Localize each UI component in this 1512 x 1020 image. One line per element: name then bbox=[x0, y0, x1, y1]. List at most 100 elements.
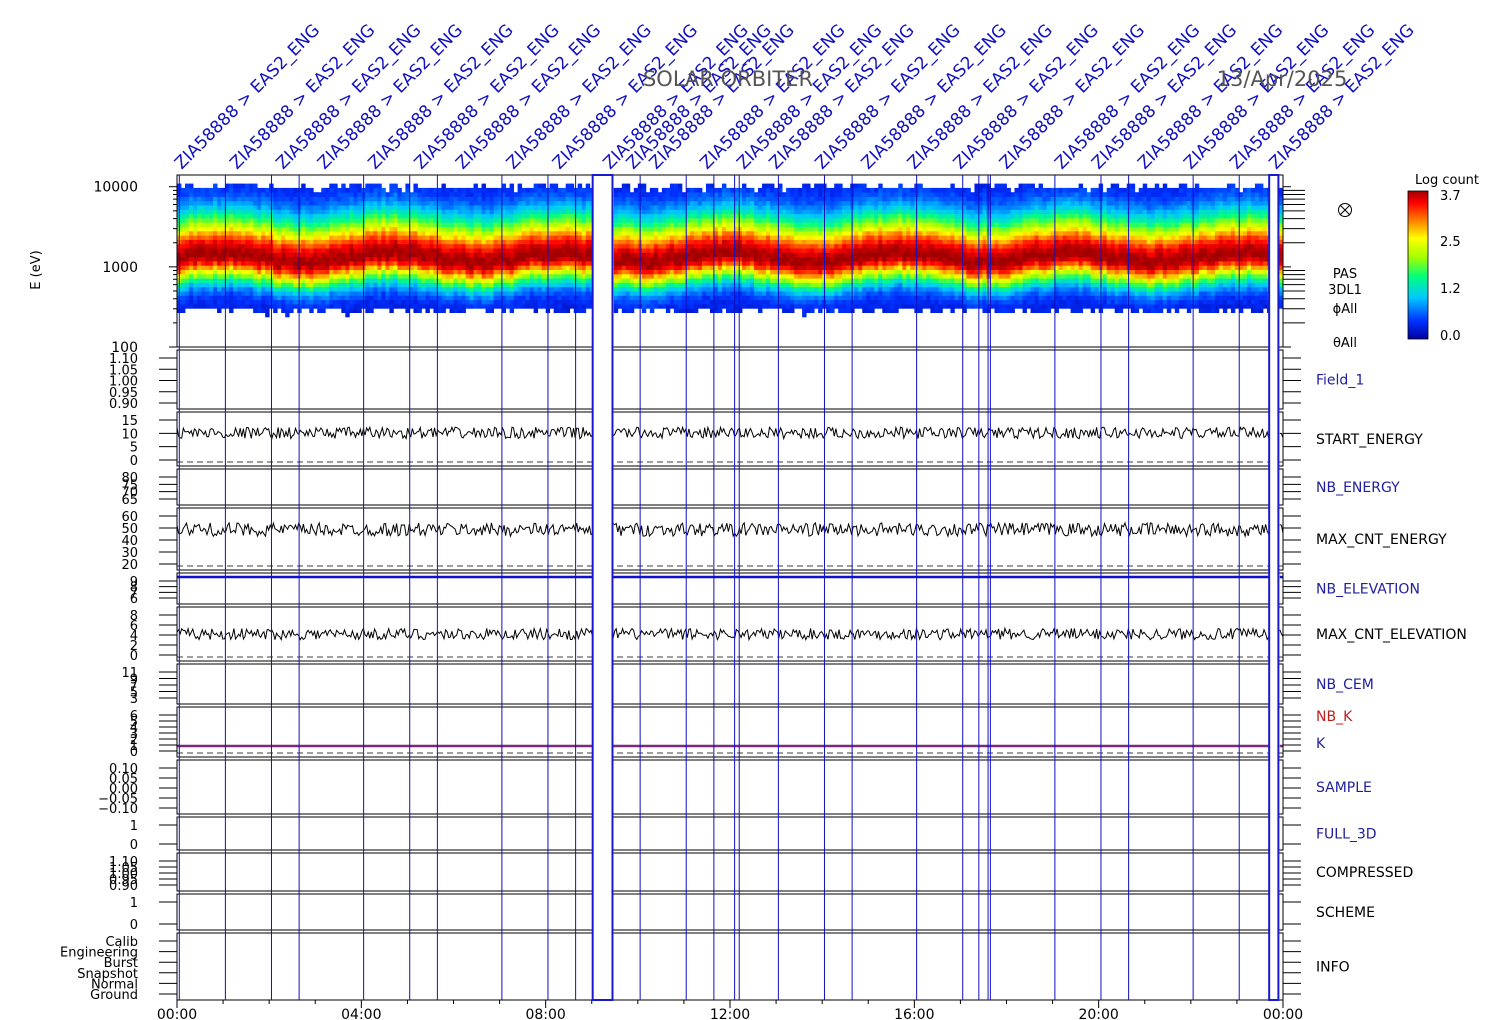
spectrogram-cell bbox=[409, 273, 414, 279]
spectrogram-cell bbox=[253, 183, 258, 189]
spectrogram-cell bbox=[213, 282, 218, 288]
spectrogram-cell bbox=[369, 269, 374, 275]
spectrogram-cell bbox=[645, 243, 651, 249]
spectrogram-cell bbox=[497, 273, 502, 279]
spectrogram-cell bbox=[689, 222, 695, 227]
spectrogram-cell bbox=[377, 248, 382, 253]
spectrogram-cell bbox=[882, 295, 887, 301]
spectrogram-cell bbox=[249, 235, 254, 240]
spectrogram-cell bbox=[385, 226, 390, 232]
spectrogram-cell bbox=[838, 256, 843, 262]
spectrogram-cell bbox=[633, 187, 639, 193]
spectrogram-cell bbox=[329, 209, 334, 215]
spectrogram-cell bbox=[381, 196, 386, 202]
spectrogram-cell bbox=[221, 304, 226, 309]
spectrogram-cell bbox=[421, 248, 426, 253]
spectrogram-cell bbox=[770, 205, 775, 210]
spectrogram-cell bbox=[437, 230, 442, 236]
spectrogram-cell bbox=[717, 200, 723, 206]
spectrogram-cell bbox=[613, 205, 619, 210]
spectrogram-cell bbox=[405, 273, 410, 279]
spectrogram-cell bbox=[409, 291, 414, 296]
spectrogram-cell bbox=[669, 265, 675, 270]
spectrogram-cell bbox=[453, 295, 458, 301]
spectrogram-cell bbox=[774, 209, 779, 215]
spectrogram-cell bbox=[193, 239, 198, 245]
spectrogram-cell bbox=[249, 265, 254, 270]
spectrogram-cell bbox=[818, 269, 823, 275]
spectrogram-cell bbox=[677, 269, 683, 275]
spectrogram-cell bbox=[870, 205, 875, 210]
spectrogram-cell bbox=[373, 196, 378, 202]
spectrogram-cell bbox=[617, 295, 623, 301]
spectrogram-cell bbox=[685, 239, 691, 245]
spectrogram-cell bbox=[201, 299, 206, 305]
spectrogram-cell bbox=[665, 269, 671, 275]
spectrogram-cell bbox=[521, 248, 527, 253]
spectrogram-cell bbox=[537, 243, 543, 249]
spectrogram-cell bbox=[806, 265, 811, 270]
spectrogram-cell bbox=[313, 243, 318, 249]
spectrogram-cell bbox=[758, 187, 763, 193]
spectrogram-cell bbox=[497, 235, 502, 240]
spectrogram-cell bbox=[754, 230, 759, 236]
spectrogram-cell bbox=[721, 205, 727, 210]
spectrogram-cell bbox=[453, 226, 458, 232]
spectrogram-cell bbox=[229, 200, 234, 206]
spectrogram-cell bbox=[237, 222, 242, 227]
spectrogram-cell bbox=[838, 248, 843, 253]
spectrogram-cell bbox=[277, 235, 282, 240]
spectrogram-cell bbox=[633, 286, 639, 292]
spectrogram-cell bbox=[193, 256, 198, 262]
spectrogram-cell bbox=[429, 239, 434, 245]
spectrogram-cell bbox=[349, 209, 354, 215]
spectrogram-cell bbox=[305, 282, 310, 288]
spectrogram-cell bbox=[890, 291, 895, 296]
spectrogram-cell bbox=[321, 187, 326, 193]
spectrogram-cell bbox=[357, 222, 362, 227]
spectrogram-cell bbox=[413, 286, 418, 292]
spectrogram-cell bbox=[333, 286, 338, 292]
spectrogram-cell bbox=[209, 222, 214, 227]
spectrogram-cell bbox=[685, 269, 691, 275]
spectrogram-cell bbox=[285, 218, 290, 223]
spectrogram-cell bbox=[393, 295, 398, 301]
spectrogram-cell bbox=[738, 304, 743, 309]
spectrogram-cell bbox=[465, 192, 470, 197]
spectrogram-cell bbox=[653, 252, 659, 258]
spectrogram-cell bbox=[437, 256, 442, 262]
spectrogram-cell bbox=[509, 192, 515, 197]
spectrogram-cell bbox=[385, 218, 390, 223]
spectrogram-cell bbox=[341, 269, 346, 275]
spectrogram-cell bbox=[389, 261, 394, 266]
spectrogram-cell bbox=[381, 230, 386, 236]
spectrogram-cell bbox=[513, 213, 519, 219]
spectrogram-cell bbox=[721, 278, 727, 283]
spectrogram-cell bbox=[629, 200, 635, 206]
spectrogram-cell bbox=[509, 299, 515, 305]
spectrogram-cell bbox=[786, 200, 791, 206]
spectrogram-cell bbox=[701, 256, 707, 262]
spectrogram-cell bbox=[778, 256, 783, 262]
spectrogram-cell bbox=[373, 187, 378, 193]
spectrogram-cell bbox=[854, 235, 859, 240]
spectrogram-cell bbox=[810, 213, 815, 219]
spectrogram-cell bbox=[814, 213, 819, 219]
spectrogram-cell bbox=[569, 269, 575, 275]
spectrogram-cell bbox=[685, 265, 691, 270]
spectrogram-cell bbox=[457, 187, 462, 193]
spectrogram-cell bbox=[265, 200, 270, 206]
spectrogram-cell bbox=[197, 278, 202, 283]
spectrogram-cell bbox=[257, 248, 262, 253]
spectrogram-cell bbox=[265, 209, 270, 215]
spectrogram-cell bbox=[261, 252, 266, 258]
spectrogram-cell bbox=[629, 196, 635, 202]
spectrogram-cell bbox=[337, 196, 342, 202]
spectrogram-cell bbox=[625, 308, 631, 313]
spectrogram-cell bbox=[221, 213, 226, 219]
spectrogram-cell bbox=[798, 252, 803, 258]
spectrogram-cell bbox=[457, 243, 462, 249]
spectrogram-cell bbox=[421, 291, 426, 296]
spectrogram-cell bbox=[437, 304, 442, 309]
spectrogram-cell bbox=[541, 196, 547, 202]
